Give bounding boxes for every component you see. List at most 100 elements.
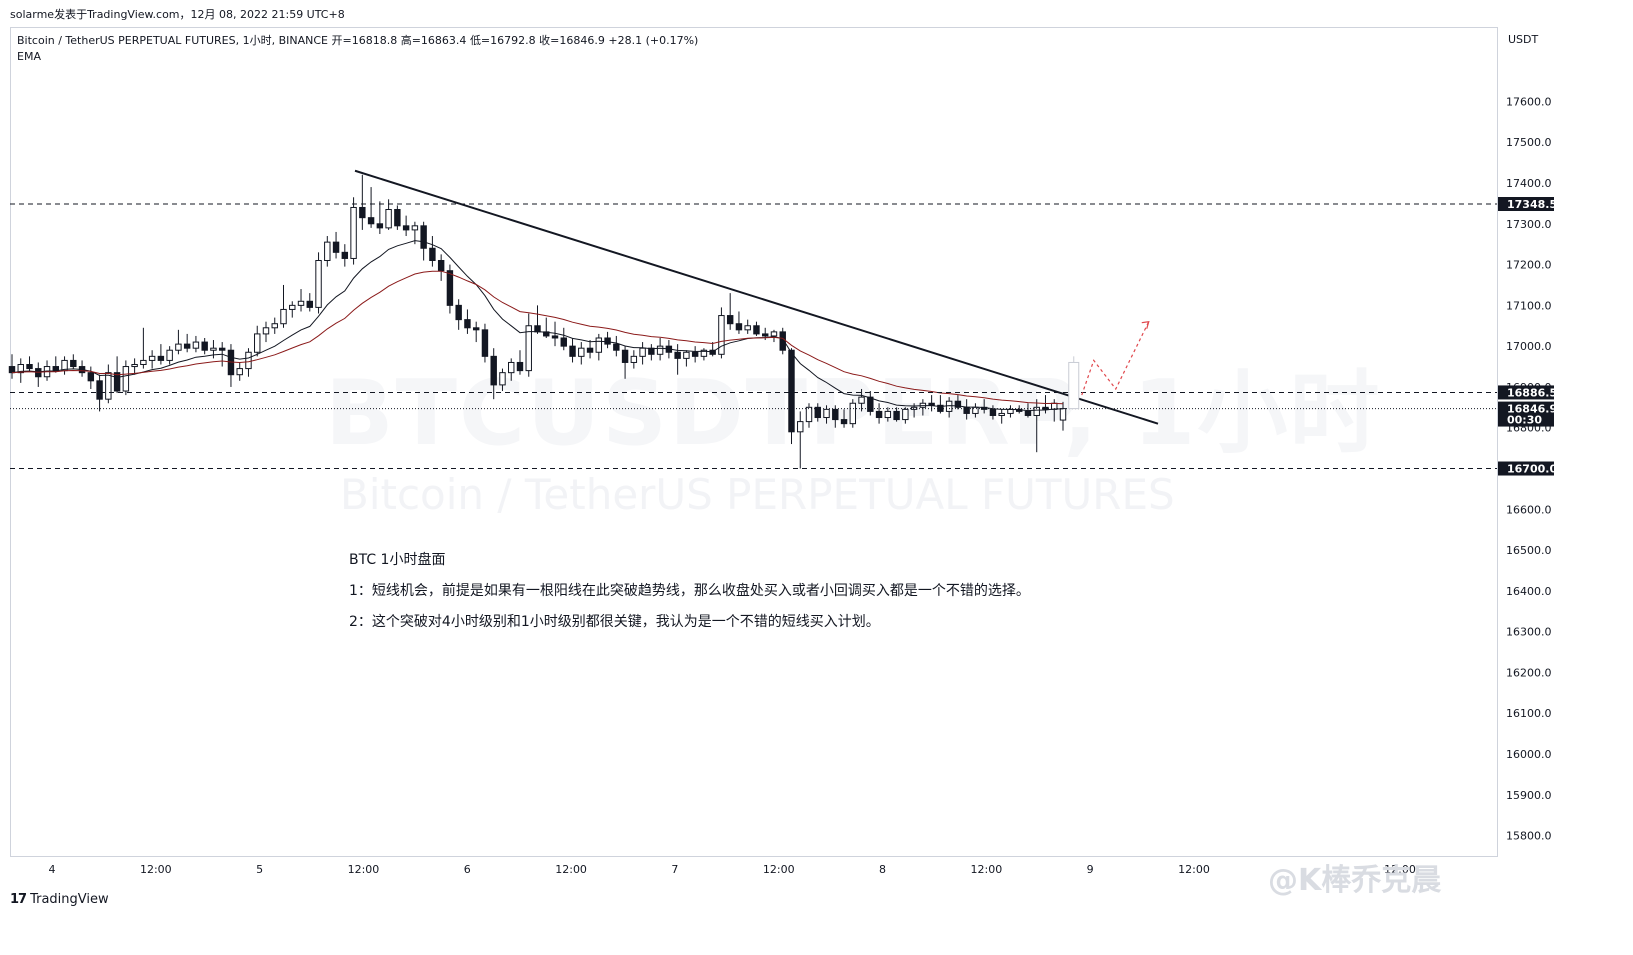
- bearish-candle: [306, 300, 313, 308]
- y-tick-label: 16400.0: [1506, 585, 1552, 598]
- bullish-candle: [411, 225, 419, 231]
- y-tick-label: 17400.0: [1506, 177, 1552, 190]
- bullish-candle: [525, 325, 532, 372]
- bullish-candle: [823, 408, 830, 419]
- bullish-candle: [131, 364, 138, 368]
- bearish-candle: [516, 361, 524, 372]
- high-value: 高=16863.4: [400, 34, 467, 47]
- bearish-candle: [954, 400, 962, 408]
- bullish-candle: [315, 259, 322, 308]
- price-label-box: [1498, 461, 1554, 476]
- bearish-candle: [70, 359, 77, 368]
- projection-path: [1081, 321, 1150, 396]
- bullish-candle: [858, 396, 865, 404]
- bullish-candle: [210, 347, 217, 351]
- bullish-candle: [148, 355, 156, 361]
- bearish-candle: [788, 349, 795, 433]
- bearish-candle: [867, 396, 874, 412]
- bearish-candle: [989, 408, 997, 416]
- bullish-candle: [805, 406, 813, 423]
- bullish-candle: [166, 349, 173, 361]
- bearish-candle: [534, 325, 541, 333]
- x-tick-label: 12:00: [140, 863, 172, 876]
- y-tick-label: 16300.0: [1506, 626, 1552, 639]
- x-tick-label: 6: [464, 863, 471, 876]
- bearish-candle: [875, 410, 883, 419]
- note-item: 2：这个突破对4小时级别和1小时级别都很关键，我认为是一个不错的短线买入计划。: [349, 614, 880, 630]
- bearish-candle: [455, 304, 462, 321]
- bearish-candle: [332, 241, 340, 253]
- low-value: 低=16792.8: [469, 34, 536, 47]
- bullish-candle: [122, 366, 130, 392]
- bearish-candle: [490, 355, 497, 386]
- chart-legend: Bitcoin / TetherUS PERPETUAL FUTURES, 1小…: [17, 33, 698, 65]
- bullish-candle: [262, 327, 270, 335]
- bearish-candle: [621, 349, 629, 363]
- projection-candle: [1068, 361, 1080, 410]
- indicator-label: EMA: [17, 50, 41, 63]
- bullish-candle: [245, 351, 252, 370]
- bearish-candle: [359, 206, 366, 219]
- y-tick-label: 17100.0: [1506, 299, 1552, 312]
- bearish-candle: [367, 217, 375, 225]
- bearish-candle: [560, 337, 567, 347]
- y-tick-label: 17500.0: [1506, 136, 1552, 149]
- y-tick-label: 16000.0: [1506, 748, 1552, 761]
- x-tick-label: 5: [256, 863, 263, 876]
- bearish-candle: [394, 209, 401, 227]
- change-value: +28.1 (+0.17%): [608, 34, 699, 47]
- bearish-candle: [1024, 410, 1032, 416]
- bearish-candle: [840, 419, 848, 425]
- y-tick-label: 17300.0: [1506, 218, 1552, 231]
- bullish-candle: [192, 341, 200, 349]
- y-tick-label: 15900.0: [1506, 789, 1552, 802]
- bullish-candle: [849, 402, 857, 425]
- price-label-text: 17348.5: [1507, 198, 1557, 211]
- x-tick-label: 12:00: [763, 863, 795, 876]
- tradingview-brand[interactable]: 17 TradingView: [10, 892, 109, 907]
- bearish-candle: [8, 366, 16, 374]
- bearish-candle: [26, 364, 33, 370]
- time-axis-border: [10, 856, 1498, 857]
- projection-arrowhead-icon: [1141, 320, 1150, 329]
- price-label-text: 16700.0: [1507, 463, 1557, 476]
- y-tick-label: 17200.0: [1506, 259, 1552, 272]
- x-tick-label: 7: [671, 863, 678, 876]
- bullish-candle: [700, 349, 708, 357]
- bullish-candle: [508, 361, 515, 374]
- ema-fast-line: [11, 240, 1064, 412]
- bullish-candle: [718, 315, 725, 355]
- bearish-candle: [218, 347, 226, 351]
- bullish-candle: [17, 364, 24, 374]
- symbol-title: Bitcoin / TetherUS PERPETUAL FUTURES, 1小…: [17, 34, 328, 47]
- bullish-candle: [744, 325, 751, 331]
- open-value: 开=16818.8: [331, 34, 398, 47]
- analysis-notes: BTC 1小时盘面 1：短线机会，前提是如果有一根阳线在此突破趋势线，那么收盘处…: [349, 545, 1030, 638]
- bullish-candle: [499, 372, 506, 386]
- x-tick-label: 9: [1087, 863, 1094, 876]
- x-tick-label: 8: [879, 863, 886, 876]
- x-tick-label: 12:00: [555, 863, 587, 876]
- bearish-candle: [814, 406, 821, 419]
- bearish-candle: [96, 380, 103, 400]
- bearish-candle: [569, 345, 576, 357]
- bullish-candle: [140, 359, 147, 366]
- bearish-candle: [893, 410, 900, 421]
- bullish-candle: [683, 351, 690, 359]
- bearish-candle: [613, 343, 620, 351]
- bullish-candle: [175, 343, 182, 351]
- bearish-candle: [201, 341, 208, 351]
- bullish-candle: [350, 206, 357, 259]
- bullish-candle: [884, 410, 892, 419]
- ema-slow-line: [11, 270, 1064, 405]
- bullish-candle: [595, 337, 603, 353]
- price-axis-border: [1497, 27, 1498, 857]
- bearish-candle: [481, 329, 489, 357]
- bullish-candle: [902, 408, 909, 421]
- trend-line: [354, 169, 1159, 425]
- x-tick-label: 4: [49, 863, 56, 876]
- y-tick-label: 17600.0: [1506, 95, 1552, 108]
- y-tick-label: 15800.0: [1506, 830, 1552, 843]
- bullish-candle: [236, 368, 243, 376]
